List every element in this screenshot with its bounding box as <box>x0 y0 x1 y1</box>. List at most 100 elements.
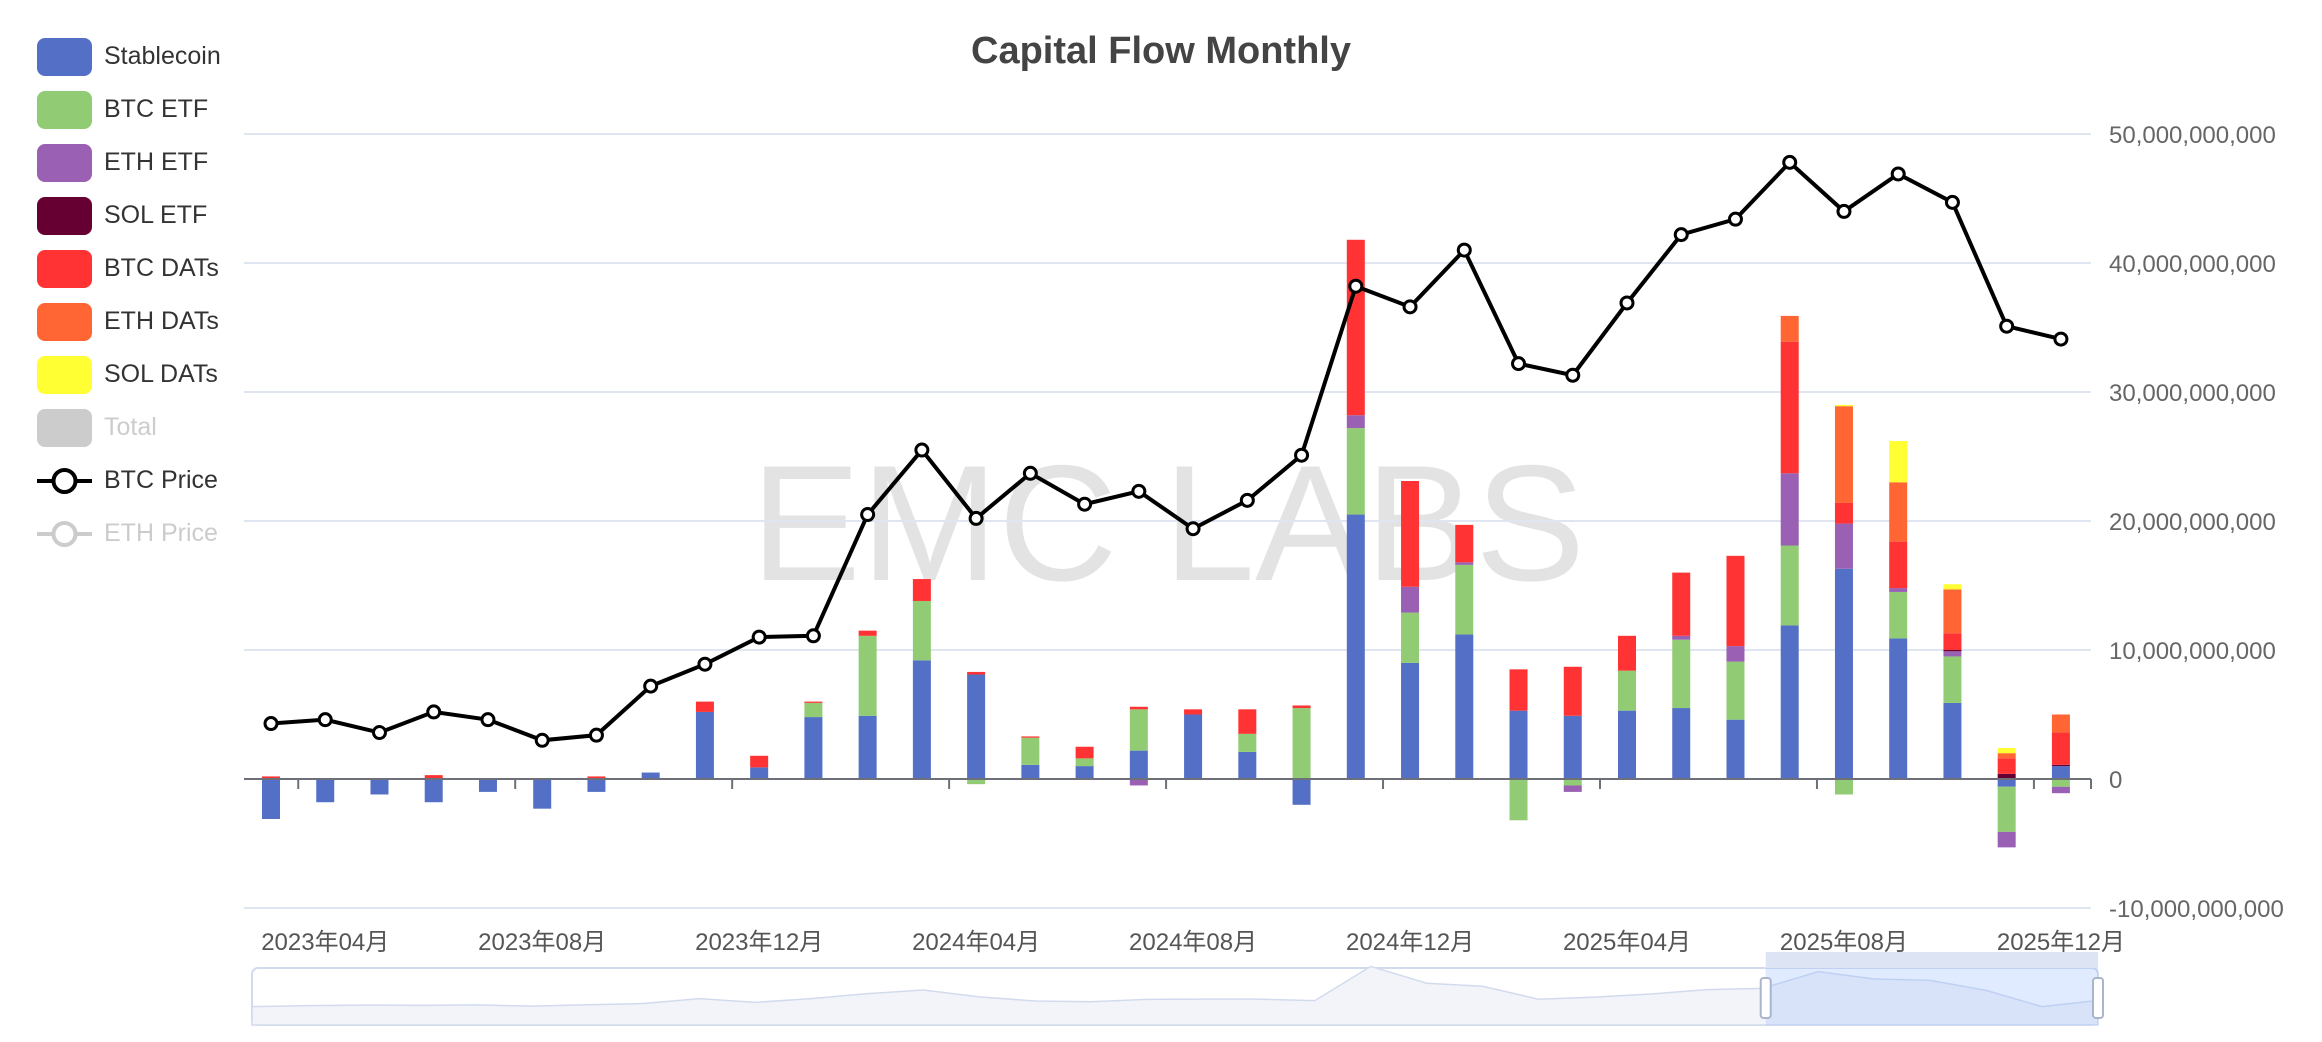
bar-eth-etf-2025-01[interactable] <box>1455 562 1474 565</box>
bar-btc-dats-2024-01[interactable] <box>804 701 823 703</box>
bar-stablecoin-2025-08[interactable] <box>1834 568 1853 779</box>
bar-stablecoin-2024-05[interactable] <box>1021 764 1040 779</box>
data-zoom-start-handle[interactable] <box>1759 977 1772 1019</box>
bar-eth-dats-2025-07[interactable] <box>1780 315 1799 342</box>
legend-item-btc-etf[interactable]: BTC ETF <box>37 83 221 136</box>
bar-sol-dats-2025-10[interactable] <box>1943 584 1962 590</box>
bar-stablecoin-2024-08[interactable] <box>1184 714 1203 780</box>
legend-item-eth-dats[interactable]: ETH DATs <box>37 295 221 348</box>
bar-btc-dats-2025-07[interactable] <box>1780 341 1799 474</box>
btc-price-point-2025-05[interactable] <box>1673 227 1689 243</box>
bar-stablecoin-2025-07[interactable] <box>1780 625 1799 779</box>
legend-item-sol-etf[interactable]: SOL ETF <box>37 189 221 242</box>
bar-btc-etf-2024-03[interactable] <box>912 600 931 661</box>
btc-price-point-2023-11[interactable] <box>697 656 713 672</box>
bar-stablecoin-2025-01[interactable] <box>1455 634 1474 779</box>
bar-btc-etf-2025-05[interactable] <box>1672 639 1691 709</box>
bar-btc-dats-2025-06[interactable] <box>1726 555 1745 647</box>
bar-stablecoin-2024-01[interactable] <box>804 717 823 779</box>
bar-btc-dats-2023-06[interactable] <box>424 775 443 779</box>
bar-stablecoin-2024-04[interactable] <box>967 674 986 779</box>
bar-btc-dats-2024-02[interactable] <box>858 630 877 636</box>
bar-btc-dats-2024-07[interactable] <box>1129 706 1148 710</box>
bar-btc-dats-2024-12[interactable] <box>1401 481 1420 587</box>
bar-stablecoin-2023-12[interactable] <box>750 767 769 779</box>
btc-price-point-2024-09[interactable] <box>1239 492 1255 508</box>
bar-btc-dats-2023-11[interactable] <box>695 701 714 712</box>
bar-eth-dats-2025-11[interactable] <box>1997 753 2016 759</box>
btc-price-point-2025-07[interactable] <box>1782 154 1798 170</box>
btc-price-point-2025-08[interactable] <box>1836 203 1852 219</box>
bar-btc-etf-2024-01[interactable] <box>804 702 823 718</box>
bar-stablecoin-2025-10[interactable] <box>1943 702 1962 779</box>
bar-eth-etf-2024-07[interactable] <box>1129 779 1148 786</box>
btc-price-point-2023-09[interactable] <box>588 727 604 743</box>
bar-btc-dats-2024-08[interactable] <box>1184 709 1203 715</box>
bar-eth-etf-2025-08[interactable] <box>1834 523 1853 569</box>
btc-price-point-2025-04[interactable] <box>1619 295 1635 311</box>
bar-btc-etf-2025-03[interactable] <box>1563 779 1582 786</box>
btc-price-point-2024-11[interactable] <box>1348 278 1364 294</box>
bar-stablecoin-2025-04[interactable] <box>1618 710 1636 779</box>
bar-btc-dats-2025-08[interactable] <box>1834 502 1853 524</box>
bar-stablecoin-2025-11[interactable] <box>1997 779 2016 787</box>
bar-btc-etf-2024-05[interactable] <box>1021 737 1040 765</box>
bar-btc-dats-2025-05[interactable] <box>1672 572 1691 636</box>
bar-btc-dats-2023-12[interactable] <box>750 755 769 768</box>
bar-stablecoin-2024-07[interactable] <box>1129 750 1148 779</box>
btc-price-point-2024-08[interactable] <box>1185 521 1201 537</box>
btc-price-point-2023-04[interactable] <box>317 712 333 728</box>
btc-price-point-2025-03[interactable] <box>1565 367 1581 383</box>
bar-btc-dats-2023-03[interactable] <box>262 776 280 779</box>
bar-stablecoin-2023-11[interactable] <box>695 711 714 779</box>
btc-price-point-2023-12[interactable] <box>751 629 767 645</box>
legend-item-eth-price[interactable]: ETH Price <box>37 507 221 560</box>
btc-price-point-2023-06[interactable] <box>426 704 442 720</box>
bar-eth-dats-2025-08[interactable] <box>1834 406 1853 503</box>
bar-stablecoin-2024-09[interactable] <box>1238 751 1257 779</box>
bar-stablecoin-2023-10[interactable] <box>641 772 660 779</box>
btc-price-point-2023-03[interactable] <box>263 716 279 732</box>
bar-stablecoin-2023-04[interactable] <box>316 779 335 803</box>
bar-btc-etf-2025-10[interactable] <box>1943 656 1962 703</box>
bar-btc-etf-2025-04[interactable] <box>1618 670 1636 711</box>
bar-btc-dats-2024-04[interactable] <box>967 671 986 675</box>
bar-btc-etf-2025-08[interactable] <box>1834 779 1853 795</box>
bar-stablecoin-2025-12[interactable] <box>2051 766 2070 779</box>
bar-eth-etf-2025-03[interactable] <box>1563 785 1582 792</box>
bar-btc-dats-2025-01[interactable] <box>1455 524 1474 563</box>
legend-item-sol-dats[interactable]: SOL DATs <box>37 348 221 401</box>
bar-eth-etf-2025-10[interactable] <box>1943 651 1962 657</box>
btc-price-point-2025-06[interactable] <box>1727 211 1743 227</box>
bar-stablecoin-2024-06[interactable] <box>1075 766 1094 779</box>
bar-btc-etf-2025-07[interactable] <box>1780 545 1799 626</box>
bar-btc-etf-2025-09[interactable] <box>1889 591 1908 639</box>
bar-stablecoin-2024-12[interactable] <box>1401 662 1420 779</box>
data-zoom-move-handle[interactable] <box>1765 952 2098 968</box>
bar-btc-etf-2025-01[interactable] <box>1455 564 1474 635</box>
bar-stablecoin-2024-02[interactable] <box>858 715 877 779</box>
bar-btc-dats-2023-09[interactable] <box>587 776 606 779</box>
bar-eth-etf-2024-11[interactable] <box>1346 415 1365 429</box>
bar-btc-etf-2025-02[interactable] <box>1509 779 1528 821</box>
btc-price-point-2023-10[interactable] <box>643 678 659 694</box>
btc-price-point-2023-07[interactable] <box>480 712 496 728</box>
bar-stablecoin-2023-06[interactable] <box>424 779 443 803</box>
bar-eth-etf-2025-09[interactable] <box>1889 588 1908 592</box>
bar-sol-dats-2025-11[interactable] <box>1997 748 2016 754</box>
legend-item-eth-etf[interactable]: ETH ETF <box>37 136 221 189</box>
data-zoom-end-handle[interactable] <box>2092 977 2104 1019</box>
bar-stablecoin-2023-08[interactable] <box>533 779 552 809</box>
btc-price-point-2024-02[interactable] <box>860 507 876 523</box>
bar-btc-dats-2024-11[interactable] <box>1346 239 1365 416</box>
legend-item-stablecoin[interactable]: Stablecoin <box>37 30 221 83</box>
bar-stablecoin-2025-02[interactable] <box>1509 710 1528 779</box>
bar-stablecoin-2023-03[interactable] <box>262 779 280 819</box>
bar-btc-etf-2024-04[interactable] <box>967 779 986 785</box>
btc-price-point-2024-10[interactable] <box>1294 447 1310 463</box>
bar-eth-etf-2025-06[interactable] <box>1726 646 1745 662</box>
bar-btc-etf-2024-02[interactable] <box>858 635 877 716</box>
bar-sol-etf-2025-10[interactable] <box>1943 650 1962 652</box>
bar-sol-etf-2025-12[interactable] <box>2051 764 2070 767</box>
data-zoom-window[interactable] <box>1765 968 2098 1025</box>
